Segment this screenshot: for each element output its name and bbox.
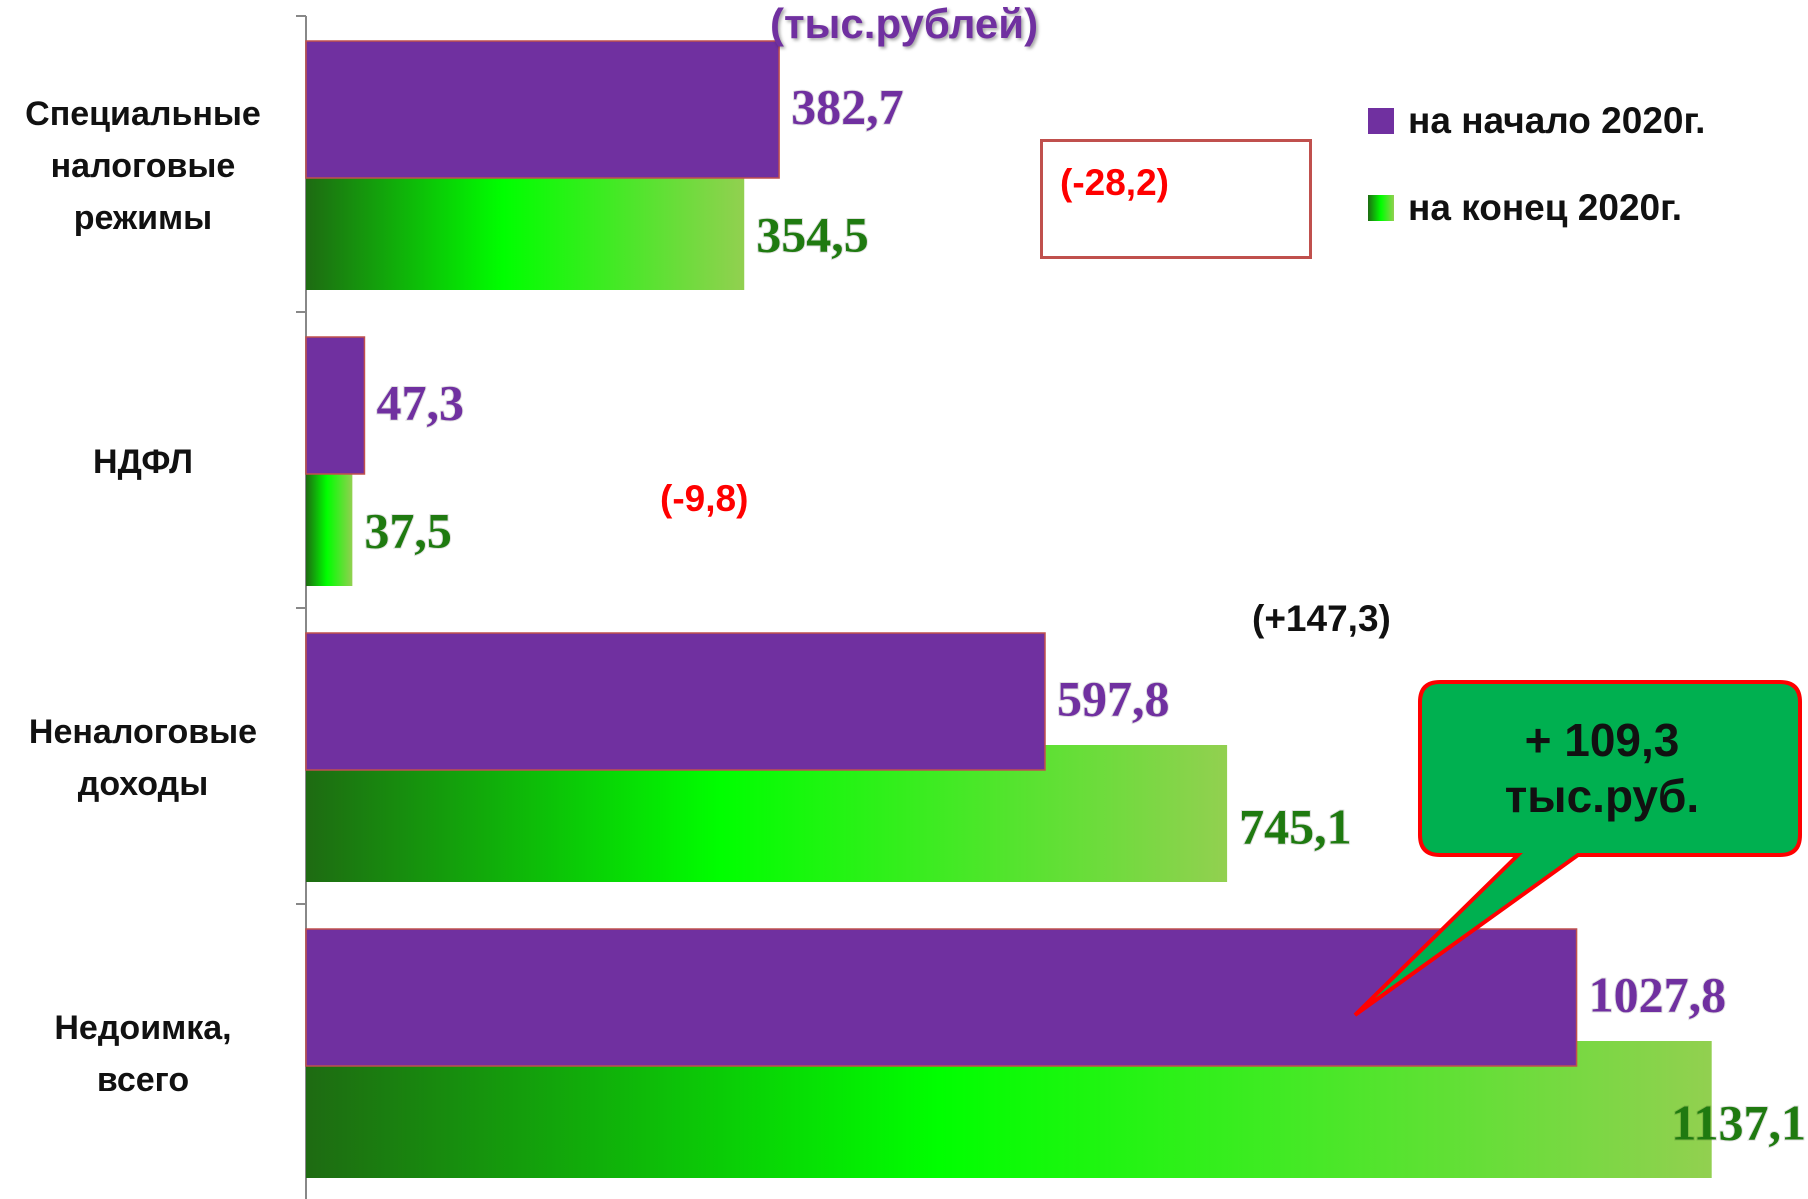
unit-title: (тыс.рублей)	[770, 0, 1039, 47]
category-label-line: налоговые	[50, 147, 236, 185]
callout-line-1: + 109,3	[1524, 714, 1680, 766]
data-label-end: 745,1	[1239, 799, 1352, 855]
category-label-line: Недоимка,	[54, 1009, 232, 1047]
data-label-end: 1137,1	[1671, 1095, 1806, 1151]
category-label-line: НДФЛ	[93, 443, 193, 481]
category-label: Недоимка, всего	[18, 1002, 268, 1106]
category-label-line: Неналоговые	[28, 713, 258, 751]
legend-label-start: на начало 2020г.	[1408, 100, 1706, 141]
bar-start-2020	[305, 40, 780, 179]
delta-special: (-28,2)	[1060, 162, 1169, 203]
data-label-start: 597,8	[1057, 671, 1170, 727]
data-label-start: 382,7	[791, 79, 904, 135]
legend-item-end: на конец 2020г.	[1368, 187, 1682, 229]
bar-start-2020	[305, 928, 1578, 1067]
legend-swatch-end	[1368, 195, 1394, 221]
delta-non-tax: (+147,3)	[1252, 598, 1391, 639]
legend-item-start: на начало 2020г.	[1368, 100, 1705, 142]
data-label-start: 1027,8	[1589, 967, 1727, 1023]
legend-swatch-start	[1368, 108, 1394, 134]
category-label-line: всего	[96, 1061, 190, 1099]
data-label-end: 354,5	[756, 207, 869, 263]
delta-ndfl: (-9,8)	[660, 478, 749, 519]
category-label: Неналоговые доходы	[18, 706, 268, 810]
callout-line-2: тыс.руб.	[1504, 770, 1700, 822]
category-label-line: режимы	[73, 199, 213, 237]
bar-start-2020	[305, 632, 1046, 771]
legend-label-end: на конец 2020г.	[1408, 187, 1683, 228]
bar-start-2020	[305, 336, 366, 475]
category-label: НДФЛ	[18, 436, 268, 488]
data-label-start: 47,3	[376, 375, 464, 431]
category-label-line: Специальные	[25, 95, 261, 133]
callout-text: + 109,3 тыс.руб.	[1420, 712, 1784, 824]
category-label-line: доходы	[77, 765, 209, 803]
data-label-end: 37,5	[364, 503, 452, 559]
delta-box-special	[1040, 139, 1312, 259]
category-label: Специальные налоговые режимы	[18, 88, 268, 244]
